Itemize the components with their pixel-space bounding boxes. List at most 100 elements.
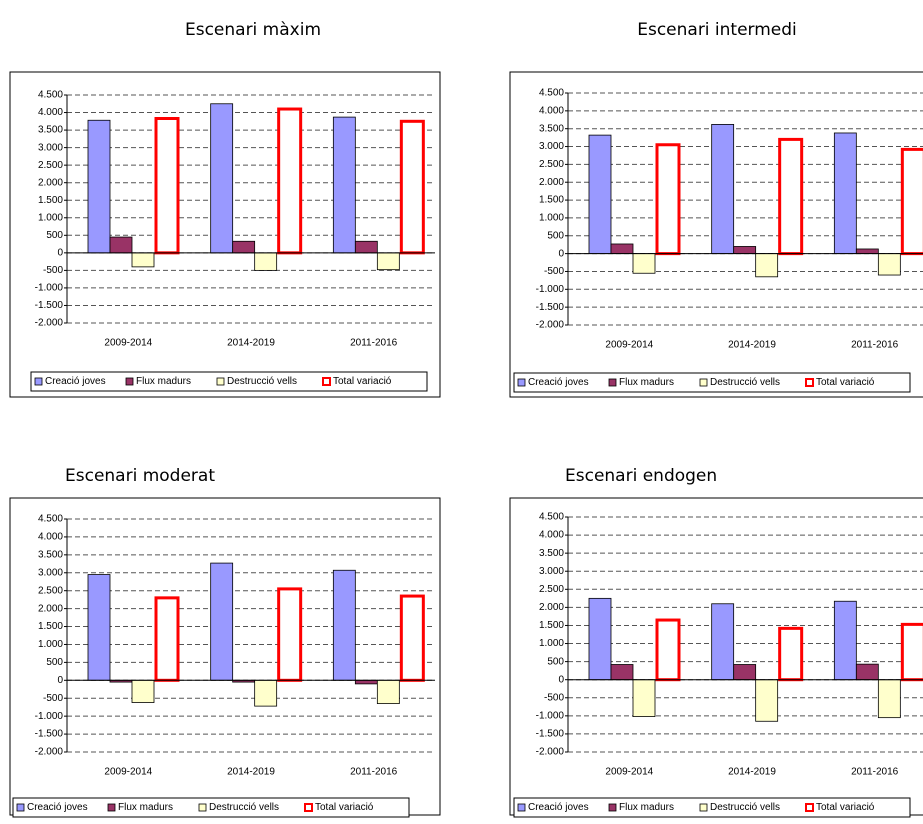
bar bbox=[655, 618, 681, 682]
y-tick-label: 2.000 bbox=[38, 177, 63, 188]
bar bbox=[210, 562, 234, 681]
legend-label: Flux madurs bbox=[619, 802, 674, 813]
legend-swatch bbox=[608, 803, 617, 812]
bar bbox=[733, 246, 757, 255]
y-tick-label: 0 bbox=[558, 674, 564, 685]
y-tick-label: 2.500 bbox=[539, 584, 564, 595]
bar bbox=[131, 679, 155, 703]
y-tick-label: 1.000 bbox=[539, 638, 564, 649]
bar bbox=[877, 679, 901, 719]
legend-swatch bbox=[517, 378, 526, 387]
y-tick-label: 4.500 bbox=[38, 514, 63, 525]
x-tick-label: 2011-2016 bbox=[350, 338, 398, 349]
bar bbox=[755, 253, 779, 278]
legend-swatch bbox=[699, 378, 708, 387]
bar bbox=[109, 236, 133, 254]
y-tick-label: -500 bbox=[544, 266, 564, 277]
y-tick-label: -1.500 bbox=[35, 729, 64, 740]
legend-swatch bbox=[216, 377, 225, 386]
bar bbox=[277, 587, 303, 682]
bar bbox=[254, 679, 278, 707]
legend-box bbox=[513, 797, 911, 818]
y-tick-label: 3.000 bbox=[539, 566, 564, 577]
legend-swatch bbox=[125, 377, 134, 386]
legend-swatch bbox=[304, 803, 313, 812]
bar bbox=[877, 253, 901, 276]
y-tick-label: 1.500 bbox=[38, 195, 63, 206]
bar bbox=[399, 119, 425, 255]
y-tick-label: 4.000 bbox=[539, 105, 564, 116]
y-tick-label: -2.000 bbox=[35, 747, 64, 758]
bar bbox=[376, 679, 400, 705]
bar bbox=[87, 574, 111, 681]
bar bbox=[376, 252, 400, 271]
y-tick-label: 4.500 bbox=[539, 512, 564, 523]
bar bbox=[778, 137, 804, 256]
y-tick-label: 1.000 bbox=[38, 639, 63, 650]
bar bbox=[632, 253, 656, 274]
legend-label: Creació joves bbox=[528, 377, 589, 388]
bar bbox=[354, 679, 378, 685]
y-tick-label: -500 bbox=[43, 265, 63, 276]
legend-label: Total variació bbox=[816, 377, 875, 388]
y-tick-label: -1.000 bbox=[35, 283, 64, 294]
bar bbox=[277, 107, 303, 255]
y-tick-label: 500 bbox=[547, 656, 564, 667]
bar bbox=[87, 119, 111, 254]
bar bbox=[833, 132, 857, 255]
y-tick-label: -1.500 bbox=[35, 300, 64, 311]
legend-label: Flux madurs bbox=[118, 802, 173, 813]
legend-label: Creació joves bbox=[45, 376, 106, 387]
x-tick-label: 2009-2014 bbox=[104, 767, 152, 778]
bar bbox=[632, 679, 656, 717]
legend-label: Creació joves bbox=[528, 802, 589, 813]
y-tick-label: 2.000 bbox=[539, 602, 564, 613]
y-tick-label: 3.500 bbox=[539, 548, 564, 559]
y-tick-label: 3.500 bbox=[38, 549, 63, 560]
x-tick-label: 2014-2019 bbox=[227, 767, 275, 778]
bar bbox=[588, 134, 612, 255]
y-tick-label: -2.000 bbox=[35, 318, 64, 329]
y-tick-label: 3.500 bbox=[38, 125, 63, 136]
x-tick-label: 2014-2019 bbox=[728, 340, 776, 351]
chart-title: Escenari màxim bbox=[185, 20, 321, 40]
y-tick-label: 500 bbox=[46, 230, 63, 241]
bar bbox=[232, 240, 256, 254]
y-tick-label: -1.500 bbox=[536, 302, 565, 313]
y-tick-label: 4.000 bbox=[539, 530, 564, 541]
bar bbox=[900, 147, 923, 256]
bar bbox=[833, 600, 857, 681]
y-tick-label: 500 bbox=[46, 657, 63, 668]
y-tick-label: 3.000 bbox=[38, 142, 63, 153]
bar bbox=[354, 240, 378, 254]
legend-swatch bbox=[517, 803, 526, 812]
y-tick-label: 2.500 bbox=[539, 159, 564, 170]
y-tick-label: 0 bbox=[57, 675, 63, 686]
y-tick-label: 3.000 bbox=[539, 141, 564, 152]
legend-label: Total variació bbox=[333, 376, 392, 387]
y-tick-label: 4.000 bbox=[38, 532, 63, 543]
bar bbox=[610, 664, 634, 681]
x-tick-label: 2011-2016 bbox=[851, 340, 899, 351]
y-tick-label: -2.000 bbox=[536, 747, 565, 758]
legend-box bbox=[513, 372, 911, 393]
bar bbox=[755, 679, 779, 722]
legend-label: Flux madurs bbox=[136, 376, 191, 387]
y-tick-label: 500 bbox=[547, 230, 564, 241]
y-tick-label: 2.500 bbox=[38, 585, 63, 596]
y-tick-label: 3.000 bbox=[38, 567, 63, 578]
legend-swatch bbox=[805, 378, 814, 387]
bar bbox=[610, 243, 634, 255]
chart-title: Escenari moderat bbox=[65, 466, 215, 486]
y-tick-label: 1.000 bbox=[539, 213, 564, 224]
legend-swatch bbox=[107, 803, 116, 812]
y-tick-label: -1.500 bbox=[536, 729, 565, 740]
y-tick-label: 1.500 bbox=[539, 620, 564, 631]
x-tick-label: 2009-2014 bbox=[605, 767, 653, 778]
y-tick-label: -1.000 bbox=[536, 710, 565, 721]
y-tick-label: -1.000 bbox=[536, 284, 565, 295]
bar bbox=[332, 116, 356, 254]
bar bbox=[210, 103, 234, 254]
